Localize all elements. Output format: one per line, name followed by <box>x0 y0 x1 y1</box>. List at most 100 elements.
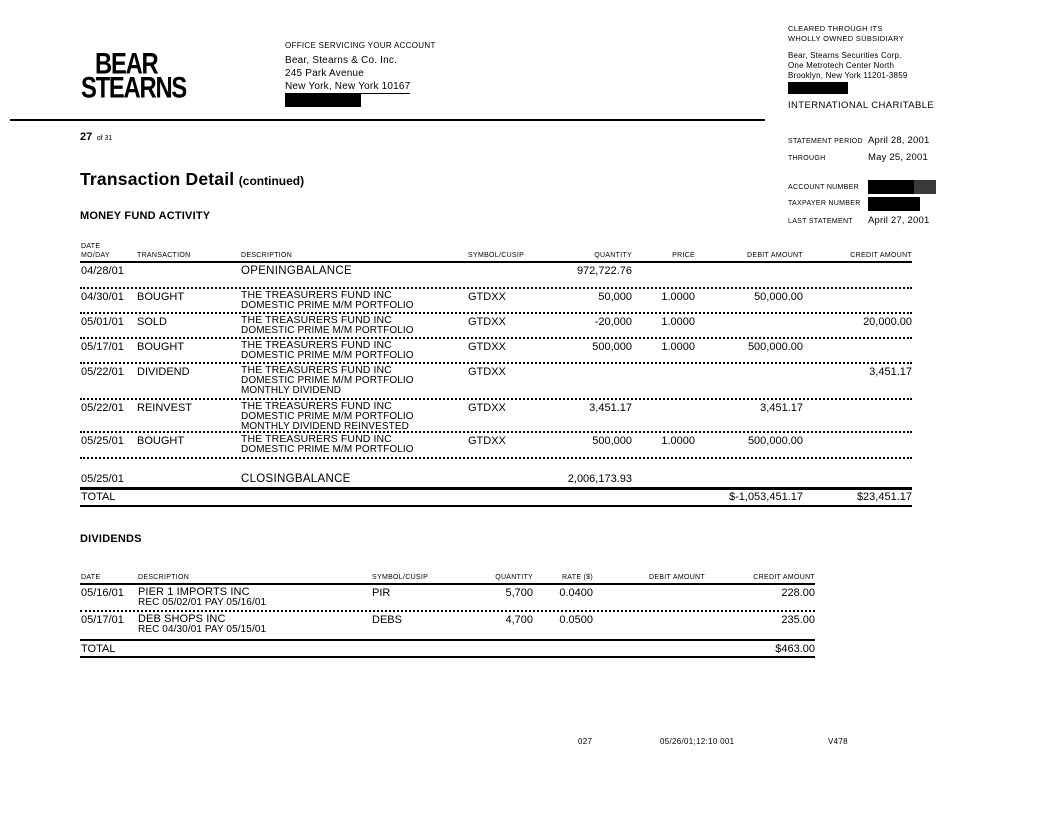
money-fund-total-row: TOTAL $-1,053,451.17 $23,451.17 <box>80 490 912 507</box>
page-indicator: 27 of 31 <box>80 127 112 145</box>
statement-period-value: April 28, 2001 <box>868 135 930 146</box>
table-row: 05/22/01 REINVEST THE TREASURERS FUND IN… <box>80 400 912 433</box>
cell-rate: 0.0400 <box>559 587 593 599</box>
dividends-header-row: DATE DESCRIPTION SYMBOL/CUSIP QUANTITY R… <box>80 572 815 585</box>
redacted-taxpayer-number <box>868 197 920 211</box>
cell-description: THE TREASURERS FUND INC DOMESTIC PRIME M… <box>241 314 414 336</box>
cell-transaction: SOLD <box>137 316 167 328</box>
table-row: 05/17/01 BOUGHT THE TREASURERS FUND INC … <box>80 339 912 364</box>
cell-transaction: DIVIDEND <box>137 366 190 378</box>
cell-quantity: 972,722.76 <box>576 265 632 277</box>
cell-credit: 3,451.17 <box>869 366 912 378</box>
table-row: 05/17/01 DEB SHOPS INC REC 04/30/01 PAY … <box>80 612 815 641</box>
cell-symbol: GTDXX <box>468 435 506 447</box>
money-fund-table: DATE MO/DAY TRANSACTION DESCRIPTION SYMB… <box>80 243 912 507</box>
cell-symbol: GTDXX <box>468 341 506 353</box>
cell-debit: 3,451.17 <box>760 402 803 414</box>
office-line-3: New York, New York 10167 <box>285 81 411 94</box>
cell-description: THE TREASURERS FUND INC DOMESTIC PRIME M… <box>241 289 414 311</box>
cell-debit: 500,000.00 <box>747 435 803 447</box>
cell-quantity: 3,451.17 <box>589 402 632 414</box>
col-header-credit: CREDIT AMOUNT <box>753 574 815 581</box>
cell-description: THE TREASURERS FUND INC DOMESTIC PRIME M… <box>241 433 414 455</box>
col-header-quantity: QUANTITY <box>594 252 632 259</box>
cleared-through-line1: CLEARED THROUGH ITS <box>788 24 883 33</box>
through-label: THROUGH <box>788 155 826 162</box>
cell-date: 04/28/01 <box>81 265 124 277</box>
cell-transaction: BOUGHT <box>137 291 185 303</box>
col-header-date2: MO/DAY <box>81 252 110 259</box>
cell-credit: 235.00 <box>781 614 815 626</box>
cell-description: THE TREASURERS FUND INC DOMESTIC PRIME M… <box>241 400 414 432</box>
cell-quantity: 500,000 <box>592 435 632 447</box>
cell-price: 1.0000 <box>661 316 695 328</box>
col-header-date1: DATE <box>81 243 101 250</box>
money-fund-heading: MONEY FUND ACTIVITY <box>80 210 211 222</box>
col-header-transaction: TRANSACTION <box>137 252 191 259</box>
cell-price: 1.0000 <box>661 291 695 303</box>
total-debit: $-1,053,451.17 <box>728 491 803 503</box>
cleared-through-line2: WHOLLY OWNED SUBSIDIARY <box>788 34 905 43</box>
col-header-symbol: SYMBOL/CUSIP <box>468 252 525 259</box>
table-row: 05/16/01 PIER 1 IMPORTS INC REC 05/02/01… <box>80 585 815 612</box>
logo-line-stearns: STEARNS <box>81 71 187 105</box>
cell-date: 05/17/01 <box>81 614 124 626</box>
footer-timestamp: 05/26/01;12:10 001 <box>660 737 735 746</box>
cell-date: 05/25/01 <box>81 473 124 485</box>
redacted-subsidiary-bar <box>788 82 848 94</box>
table-spacer <box>80 459 912 473</box>
account-number-label: ACCOUNT NUMBER <box>788 184 859 191</box>
title-continued: (continued) <box>238 174 305 188</box>
cell-date: 05/01/01 <box>81 316 124 328</box>
footer-page-code: 027 <box>578 737 593 746</box>
cell-date: 05/22/01 <box>81 366 124 378</box>
last-statement-value: April 27, 2001 <box>868 215 930 226</box>
office-line-1: Bear, Stearns & Co. Inc. <box>285 55 398 66</box>
office-servicing-block: OFFICE SERVICING YOUR ACCOUNT Bear, Stea… <box>285 41 436 94</box>
cell-quantity: 2,006,173.93 <box>567 473 632 485</box>
cell-description: PIER 1 IMPORTS INC REC 05/02/01 PAY 05/1… <box>138 586 267 608</box>
bear-stearns-logo: BEAR <box>95 49 171 79</box>
cell-symbol: PIR <box>372 587 391 599</box>
statement-period-label: STATEMENT PERIOD <box>788 138 863 145</box>
taxpayer-number-label: TAXPAYER NUMBER <box>788 200 861 207</box>
table-row: 05/22/01 DIVIDEND THE TREASURERS FUND IN… <box>80 364 912 400</box>
cell-description: DEB SHOPS INC REC 04/30/01 PAY 05/15/01 <box>138 613 267 635</box>
cell-price: 1.0000 <box>661 341 695 353</box>
cell-debit: 500,000.00 <box>747 341 803 353</box>
table-row: 05/01/01 SOLD THE TREASURERS FUND INC DO… <box>80 314 912 339</box>
cell-description: OPENINGBALANCE <box>241 265 352 277</box>
cell-description: THE TREASURERS FUND INC DOMESTIC PRIME M… <box>241 339 414 361</box>
cell-credit: 20,000.00 <box>863 316 912 328</box>
table-row: 04/28/01 OPENINGBALANCE 972,722.76 <box>80 263 912 289</box>
col-header-symbol: SYMBOL/CUSIP <box>372 574 429 581</box>
cell-date: 05/17/01 <box>81 341 124 353</box>
col-header-price: PRICE <box>672 252 695 259</box>
title-main: Transaction Detail <box>80 169 235 189</box>
cell-transaction: BOUGHT <box>137 435 185 447</box>
page-of-label: of 31 <box>96 135 113 142</box>
cell-transaction: REINVEST <box>137 402 193 414</box>
col-header-description: DESCRIPTION <box>241 252 293 259</box>
closing-balance-row: 05/25/01 CLOSINGBALANCE 2,006,173.93 <box>80 473 912 490</box>
cell-rate: 0.0500 <box>559 614 593 626</box>
footer-version: V478 <box>828 737 848 746</box>
cell-description: CLOSINGBALANCE <box>241 473 351 485</box>
total-label: TOTAL <box>81 491 116 503</box>
cell-symbol: GTDXX <box>468 402 506 414</box>
cell-symbol: GTDXX <box>468 366 506 378</box>
bear-stearns-logo-line2: STEARNS <box>81 71 209 105</box>
cell-credit: 228.00 <box>781 587 815 599</box>
cell-date: 05/22/01 <box>81 402 124 414</box>
cell-date: 04/30/01 <box>81 291 124 303</box>
cell-quantity: 500,000 <box>592 341 632 353</box>
cell-date: 05/25/01 <box>81 435 124 447</box>
col-header-debit: DEBIT AMOUNT <box>747 252 803 259</box>
total-credit: $463.00 <box>775 643 815 655</box>
total-credit: $23,451.17 <box>856 491 912 503</box>
cell-debit: 50,000.00 <box>754 291 803 303</box>
col-header-description: DESCRIPTION <box>138 574 190 581</box>
dividends-heading: DIVIDENDS <box>80 533 142 545</box>
cell-quantity: 50,000 <box>598 291 632 303</box>
table-row: 04/30/01 BOUGHT THE TREASURERS FUND INC … <box>80 289 912 314</box>
